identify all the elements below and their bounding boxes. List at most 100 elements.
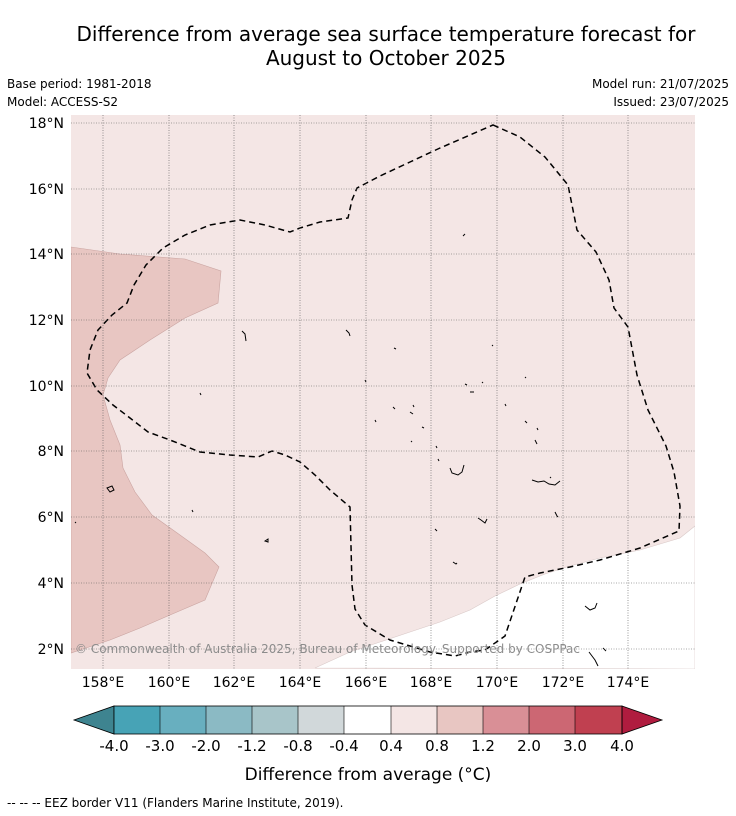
lon-label: 168°E — [410, 675, 453, 691]
lon-label: 162°E — [213, 675, 256, 691]
lon-label: 172°E — [542, 675, 585, 691]
island — [435, 445, 438, 449]
colorbar-label: 4.0 — [610, 737, 634, 755]
island — [392, 406, 396, 410]
island — [524, 376, 527, 379]
island — [464, 383, 468, 386]
eez-footnote: -- -- -- EEZ border V11 (Flanders Marine… — [7, 796, 344, 810]
colorbar-segment — [575, 706, 622, 734]
lon-label: 160°E — [148, 675, 191, 691]
colorbar-frame — [113, 705, 623, 735]
colorbar-extend-high — [621, 705, 664, 735]
colorbar-label: 3.0 — [563, 737, 587, 755]
island — [491, 344, 494, 347]
colorbar-segment — [206, 706, 252, 734]
colorbar-extend-low — [72, 705, 115, 735]
island — [452, 561, 458, 565]
lon-label: 170°E — [476, 675, 519, 691]
island — [549, 476, 552, 479]
colorbar-title: Difference from average (°C) — [245, 765, 492, 785]
island — [374, 419, 377, 423]
lat-label: 8°N — [38, 444, 64, 460]
island — [434, 528, 438, 532]
island — [536, 427, 539, 431]
lat-labels: 18°N 16°N 14°N 12°N 10°N 8°N 6°N 4°N 2°N — [29, 116, 64, 658]
lon-labels: 158°E 160°E 162°E 164°E 166°E 168°E 170°… — [82, 675, 650, 691]
anomaly-band-medium — [71, 246, 222, 654]
island — [437, 458, 440, 462]
colorbar-segment — [529, 706, 575, 734]
base-period: Base period: 1981-2018 — [7, 77, 152, 91]
island — [74, 521, 77, 524]
island — [602, 647, 607, 652]
lon-label: 174°E — [607, 675, 650, 691]
colorbar-segment — [391, 706, 437, 734]
island — [199, 392, 202, 396]
island — [481, 381, 484, 384]
lat-label: 18°N — [29, 116, 64, 132]
island — [364, 379, 367, 383]
colorbar-segment — [160, 706, 206, 734]
meta-left: Base period: 1981-2018 Model: ACCESS-S2 — [7, 75, 152, 111]
island — [106, 485, 115, 493]
lon-label: 158°E — [82, 675, 125, 691]
lat-label: 6°N — [38, 510, 64, 526]
island — [421, 426, 425, 429]
graticule — [71, 115, 695, 669]
map-area: © Commonwealth of Australia 2025, Bureau… — [71, 115, 695, 669]
islands — [74, 233, 607, 667]
colorbar-label: -0.4 — [329, 737, 358, 755]
colorbar-segment — [114, 706, 160, 734]
model-run: Model run: 21/07/2025 — [591, 77, 729, 91]
eez-border — [86, 124, 681, 657]
lat-label: 2°N — [38, 642, 64, 658]
colorbar-segment — [252, 706, 298, 734]
colorbar-label: 0.8 — [425, 737, 449, 755]
colorbar-segment — [437, 706, 483, 734]
lon-label: 164°E — [279, 675, 322, 691]
title-line-2: August to October 2025 — [265, 46, 507, 70]
colorbar-label: -1.2 — [237, 737, 266, 755]
colorbar-label: -2.0 — [191, 737, 220, 755]
island — [409, 411, 414, 415]
colorbar-segment — [298, 706, 344, 734]
island — [345, 329, 351, 337]
colorbar-segment — [344, 706, 391, 734]
island — [462, 233, 466, 237]
lat-label: 4°N — [38, 576, 64, 592]
island — [393, 347, 397, 350]
copyright-notice: © Commonwealth of Australia 2025, Bureau… — [75, 642, 580, 656]
colorbar: -4.0 -3.0 -2.0 -1.2 -0.8 -0.4 0.4 0.8 1.… — [72, 705, 664, 785]
lat-label: 14°N — [29, 247, 64, 263]
lat-label: 10°N — [29, 379, 64, 395]
island — [504, 403, 507, 407]
island — [554, 511, 559, 518]
model-name: Model: ACCESS-S2 — [7, 95, 119, 109]
colorbar-segment — [483, 706, 529, 734]
island — [584, 602, 598, 611]
colorbar-labels: -4.0 -3.0 -2.0 -1.2 -0.8 -0.4 0.4 0.8 1.… — [99, 737, 634, 755]
colorbar-label: 0.4 — [379, 737, 403, 755]
island — [410, 440, 413, 443]
island — [241, 330, 247, 342]
colorbar-label: 2.0 — [517, 737, 541, 755]
page-title: Difference from average sea surface temp… — [0, 22, 736, 70]
title-line-1: Difference from average sea surface temp… — [76, 22, 696, 46]
lon-label: 166°E — [345, 675, 388, 691]
lat-label: 16°N — [29, 182, 64, 198]
island — [531, 479, 561, 486]
island — [263, 538, 269, 543]
island — [534, 439, 538, 445]
island — [412, 404, 415, 408]
colorbar-label: -0.8 — [283, 737, 312, 755]
island — [524, 420, 528, 424]
colorbar-label: 1.2 — [471, 737, 495, 755]
meta-right: Model run: 21/07/2025 Issued: 23/07/2025 — [592, 75, 729, 111]
island — [477, 517, 488, 524]
island — [588, 651, 599, 667]
island — [191, 509, 194, 513]
colorbar-label: -4.0 — [99, 737, 128, 755]
lat-label: 12°N — [29, 313, 64, 329]
